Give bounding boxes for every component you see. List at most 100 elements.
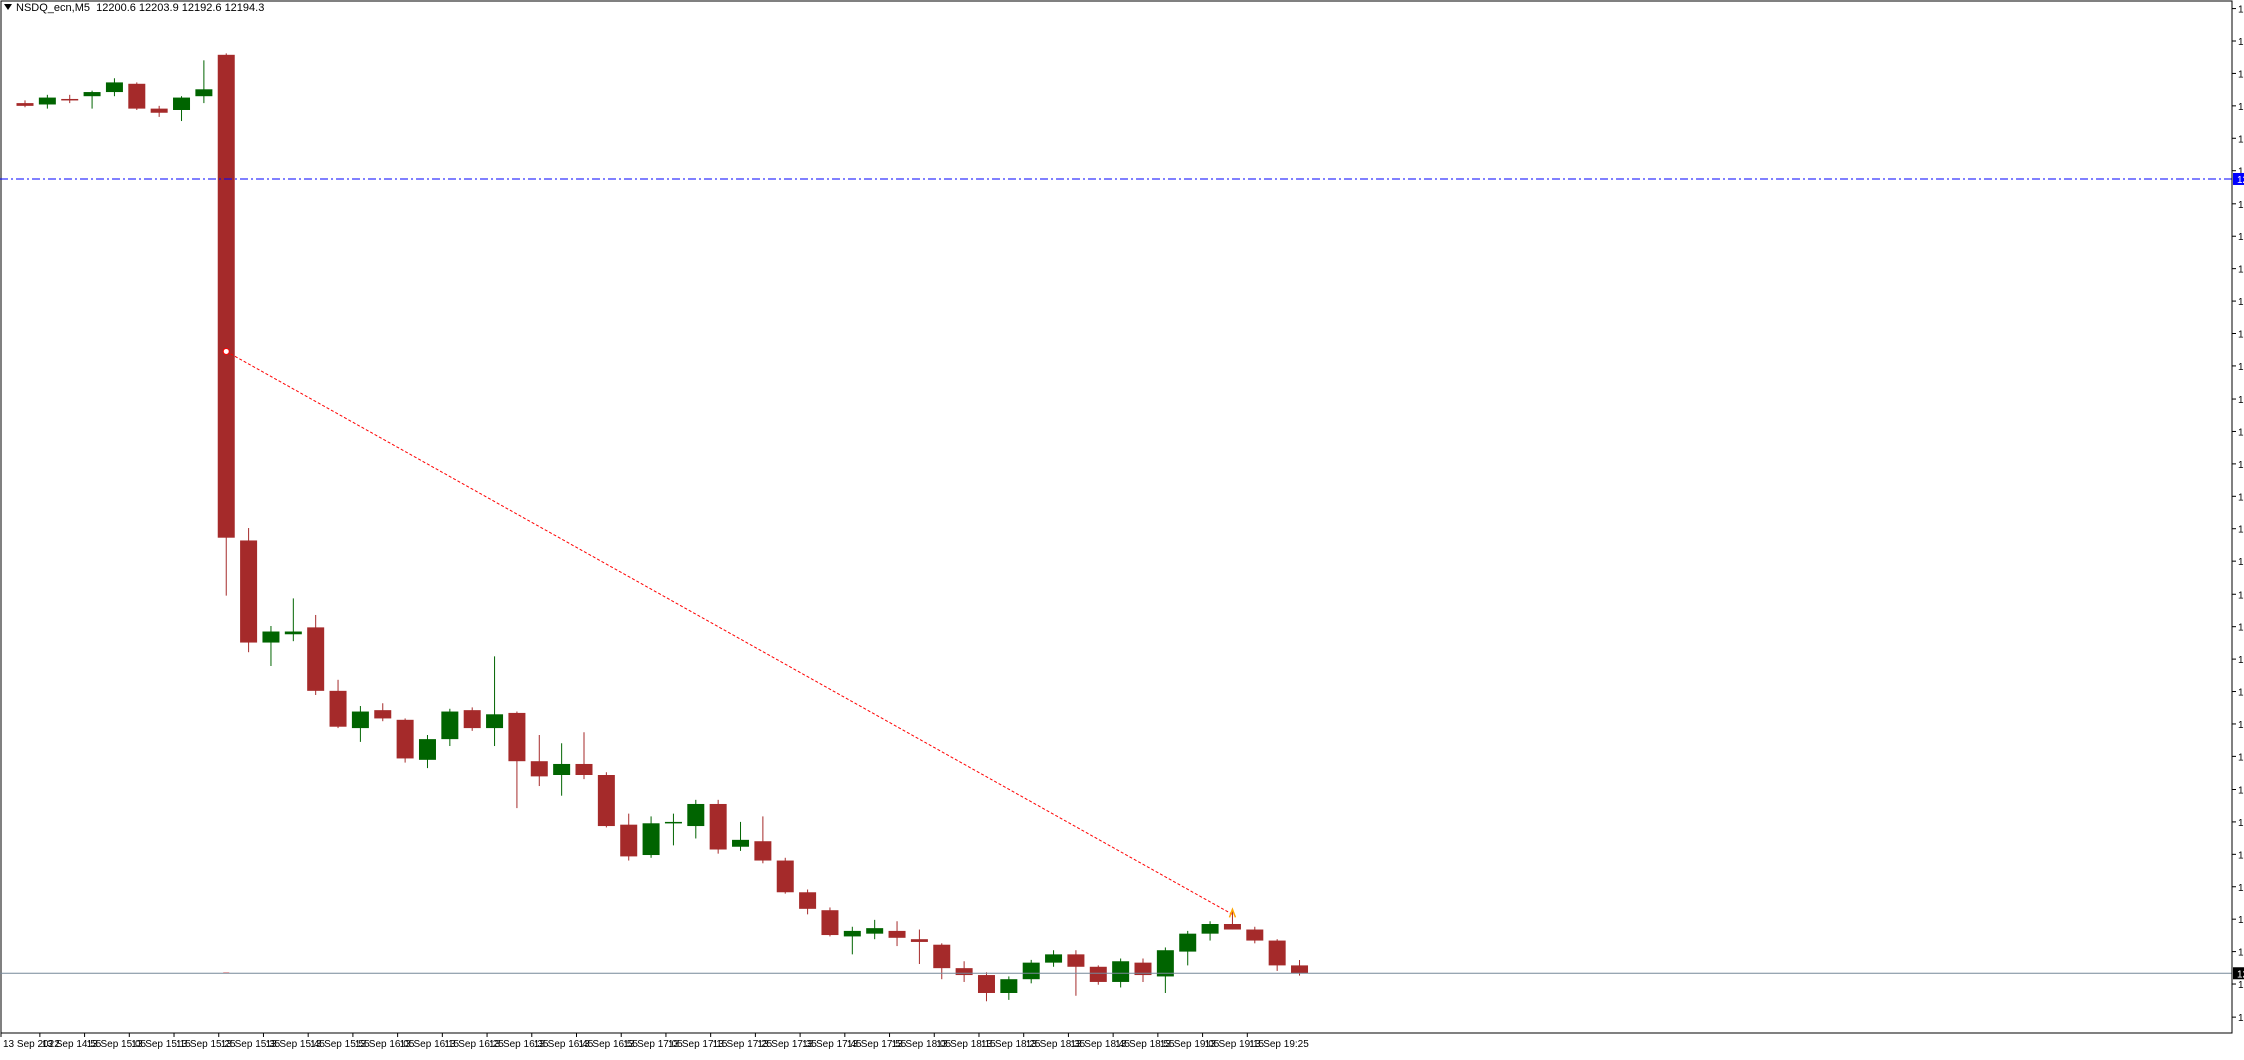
candle-body [1201,924,1219,934]
symbol-label: NSDQ_ecn,M5 [16,2,90,14]
horizontal-line-price-label-bg [2233,172,2244,185]
y-tick-label: 12210.0 [2238,948,2244,959]
x-tick-label: 13 Sep 16:45 [534,1039,594,1050]
x-tick-label: 13 Sep 16:55 [579,1039,639,1050]
ohlc-readout: 12200.6 12203.9 12192.6 12194.3 [96,2,265,14]
candle-body [732,839,750,847]
x-tick-label: 13 Sep 14:55 [42,1039,102,1050]
y-tick-label: 12634.5 [2238,362,2244,373]
trend-line-end-icon[interactable] [1228,907,1237,918]
candle-body [486,714,504,729]
candle-body [284,631,302,635]
candle-body [61,98,79,101]
y-tick-label: 12776.0 [2238,167,2244,178]
x-tick-label: 13 Sep 18:15 [936,1039,996,1050]
x-tick-label: 13 Sep 18:25 [981,1039,1041,1050]
candle-body [1067,954,1085,967]
y-tick-label: 12540.0 [2238,492,2244,503]
candle-body [1089,966,1107,982]
candle-body [1291,965,1309,974]
candle-body [553,763,571,775]
y-tick-label: 12658.0 [2238,330,2244,341]
y-tick-label: 12398.5 [2238,688,2244,699]
candle-body [374,710,392,719]
y-tick-label: 12257.0 [2238,883,2244,894]
y-tick-label: 12893.5 [2238,5,2244,16]
candle-body [1223,924,1241,930]
candle-body [1179,933,1197,952]
candle-body [821,910,839,936]
x-tick-label: 13 Sep 19:05 [1160,1039,1220,1050]
chart-header: NSDQ_ecn,M5 12200.6 12203.9 12192.6 1219… [4,2,264,14]
y-tick-label: 12799.5 [2238,134,2244,145]
candle-body [642,823,660,856]
x-tick-label: 13 Sep 15:25 [176,1039,236,1050]
x-tick-label: 13 Sep 19:15 [1205,1039,1265,1050]
y-tick-label: 12304.0 [2238,818,2244,829]
y-tick-label: 12493.0 [2238,557,2244,568]
candle-body [195,89,213,97]
x-tick-label: 13 Sep 15:35 [221,1039,281,1050]
x-tick-label: 13 Sep 2022 [3,1039,60,1050]
candle-body [173,97,191,110]
candle-body [754,841,772,861]
y-tick-label: 12445.5 [2238,623,2244,634]
candle-body [38,97,56,105]
x-tick-label: 13 Sep 16:25 [444,1039,504,1050]
candle-body [441,711,459,740]
y-tick-label: 12186.5 [2238,980,2244,991]
candle-body [83,92,101,97]
candle-body [262,631,280,643]
candle-body [396,719,414,759]
y-tick-label: 12705.0 [2238,265,2244,276]
x-tick-label: 13 Sep 17:35 [757,1039,817,1050]
candle-body [1156,950,1174,977]
candle-body [977,975,995,993]
candle-body [1268,940,1286,966]
candle-body [687,803,705,827]
candle-body [105,82,123,93]
candle-body [866,928,884,934]
x-tick-label: 13 Sep 15:05 [87,1039,147,1050]
candle-body [843,930,861,937]
x-tick-label: 13 Sep 17:55 [847,1039,907,1050]
candle-body [307,627,325,691]
trend-line[interactable] [225,351,1233,915]
plot-border [0,0,2233,1034]
y-axis: 12162.5 12186.5 12210.0 12233.5 12257.0 12280… [2231,1,2244,1033]
candle-body [508,712,526,762]
y-tick-label: 12870.0 [2238,37,2244,48]
current-price-label-bg [2233,967,2244,980]
candle-body [16,103,34,106]
candle-body [351,711,369,729]
y-tick-label: 12469.0 [2238,590,2244,601]
trend-line-handle[interactable] [222,347,230,355]
candle-body [329,690,347,727]
x-tick-label: 13 Sep 15:55 [310,1039,370,1050]
chevron-down-icon[interactable] [4,4,12,10]
y-tick-label: 12280.5 [2238,850,2244,861]
y-tick-label: 12610.5 [2238,395,2244,406]
y-tick-label: 12752.0 [2238,200,2244,211]
y-tick-label: 12233.5 [2238,915,2244,926]
candle-body [888,930,906,938]
candle-body [709,803,727,850]
candles-group [16,53,1309,1002]
y-tick-label: 12728.5 [2238,232,2244,243]
candle-body [530,761,548,777]
candle-body [463,710,481,729]
x-tick-label: 13 Sep 18:55 [1115,1039,1175,1050]
candle-body [620,824,638,857]
x-tick-label: 13 Sep 15:15 [131,1039,191,1050]
x-tick-label: 13 Sep 16:05 [355,1039,415,1050]
y-tick-label: 12327.5 [2238,785,2244,796]
y-tick-label: 12846.5 [2238,69,2244,80]
candle-body [1045,954,1063,963]
x-tick-label: 13 Sep 15:45 [265,1039,325,1050]
x-tick-label: 13 Sep 19:25 [1249,1039,1309,1050]
candle-body [1022,962,1040,980]
candle-body [1000,979,1018,993]
